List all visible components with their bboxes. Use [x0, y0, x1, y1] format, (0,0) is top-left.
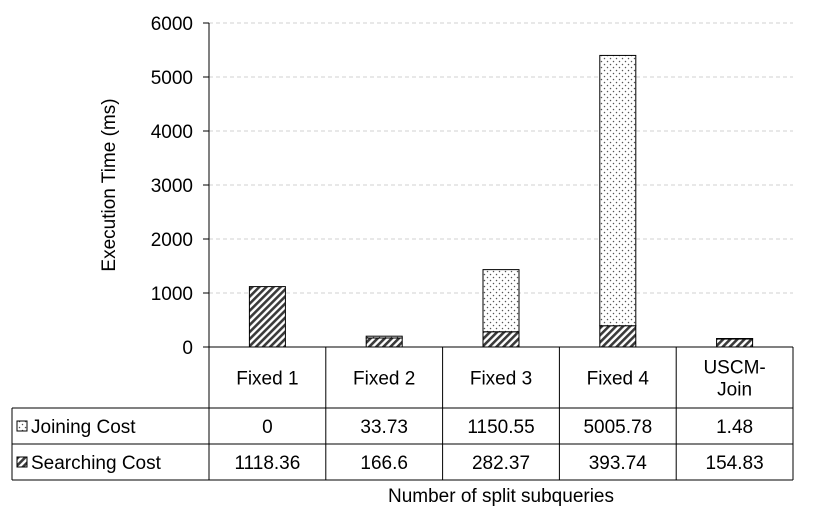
category-label: Fixed 4	[587, 369, 650, 390]
bar-joining-cost	[365, 335, 403, 339]
bar-searching-cost	[365, 337, 403, 348]
table-cell: 33.73	[360, 417, 408, 438]
bar-joining-cost	[482, 269, 520, 333]
table-cell: 1118.36	[234, 453, 300, 474]
bar-searching-cost	[716, 338, 754, 348]
category-label: Fixed 2	[353, 369, 415, 390]
table-cell: 154.83	[706, 453, 764, 474]
bar-joining-cost	[599, 54, 637, 327]
bar-searching-cost	[248, 286, 286, 348]
data-table: Fixed 1 Fixed 2 Fixed 3 Fixed 4 USCM-Join Joi…	[11, 346, 794, 481]
category-label: Join	[717, 380, 752, 401]
table-cell: 1150.55	[467, 417, 534, 438]
y-axis-title: Execution Time (ms)	[99, 98, 120, 272]
category-label: Fixed 3	[470, 369, 532, 390]
table-cell: 0	[262, 417, 273, 438]
legend-key-searching-cost	[16, 456, 28, 468]
category-label: Fixed 1	[236, 369, 298, 390]
table-cell: 1.48	[716, 417, 753, 438]
category-label: USCM-	[703, 358, 765, 379]
gridlines	[209, 22, 793, 294]
y-tick-label: 1000	[151, 284, 193, 305]
y-tick-label: 4000	[151, 122, 193, 143]
row-label: Searching Cost	[31, 453, 162, 474]
bar-searching-cost	[482, 331, 520, 348]
y-tick-label: 0	[182, 338, 193, 359]
y-tick-label: 3000	[151, 176, 193, 197]
table-cell: 5005.78	[583, 417, 652, 438]
bars	[248, 54, 754, 348]
table-cell: 393.74	[589, 453, 648, 474]
y-axis: 0 1000 2000 3000 4000 5000 6000	[151, 14, 210, 359]
x-axis-title: Number of split subqueries	[388, 486, 614, 507]
bar-searching-cost	[599, 325, 637, 348]
row-label: Joining Cost	[31, 417, 136, 438]
y-tick-label: 5000	[151, 68, 193, 89]
y-tick-label: 6000	[151, 14, 193, 35]
y-tick-label: 2000	[151, 230, 193, 251]
legend-key-joining-cost	[16, 420, 28, 432]
table-cell: 282.37	[472, 453, 530, 474]
table-cell: 166.6	[360, 453, 408, 474]
bar-joining-cost	[716, 338, 754, 340]
